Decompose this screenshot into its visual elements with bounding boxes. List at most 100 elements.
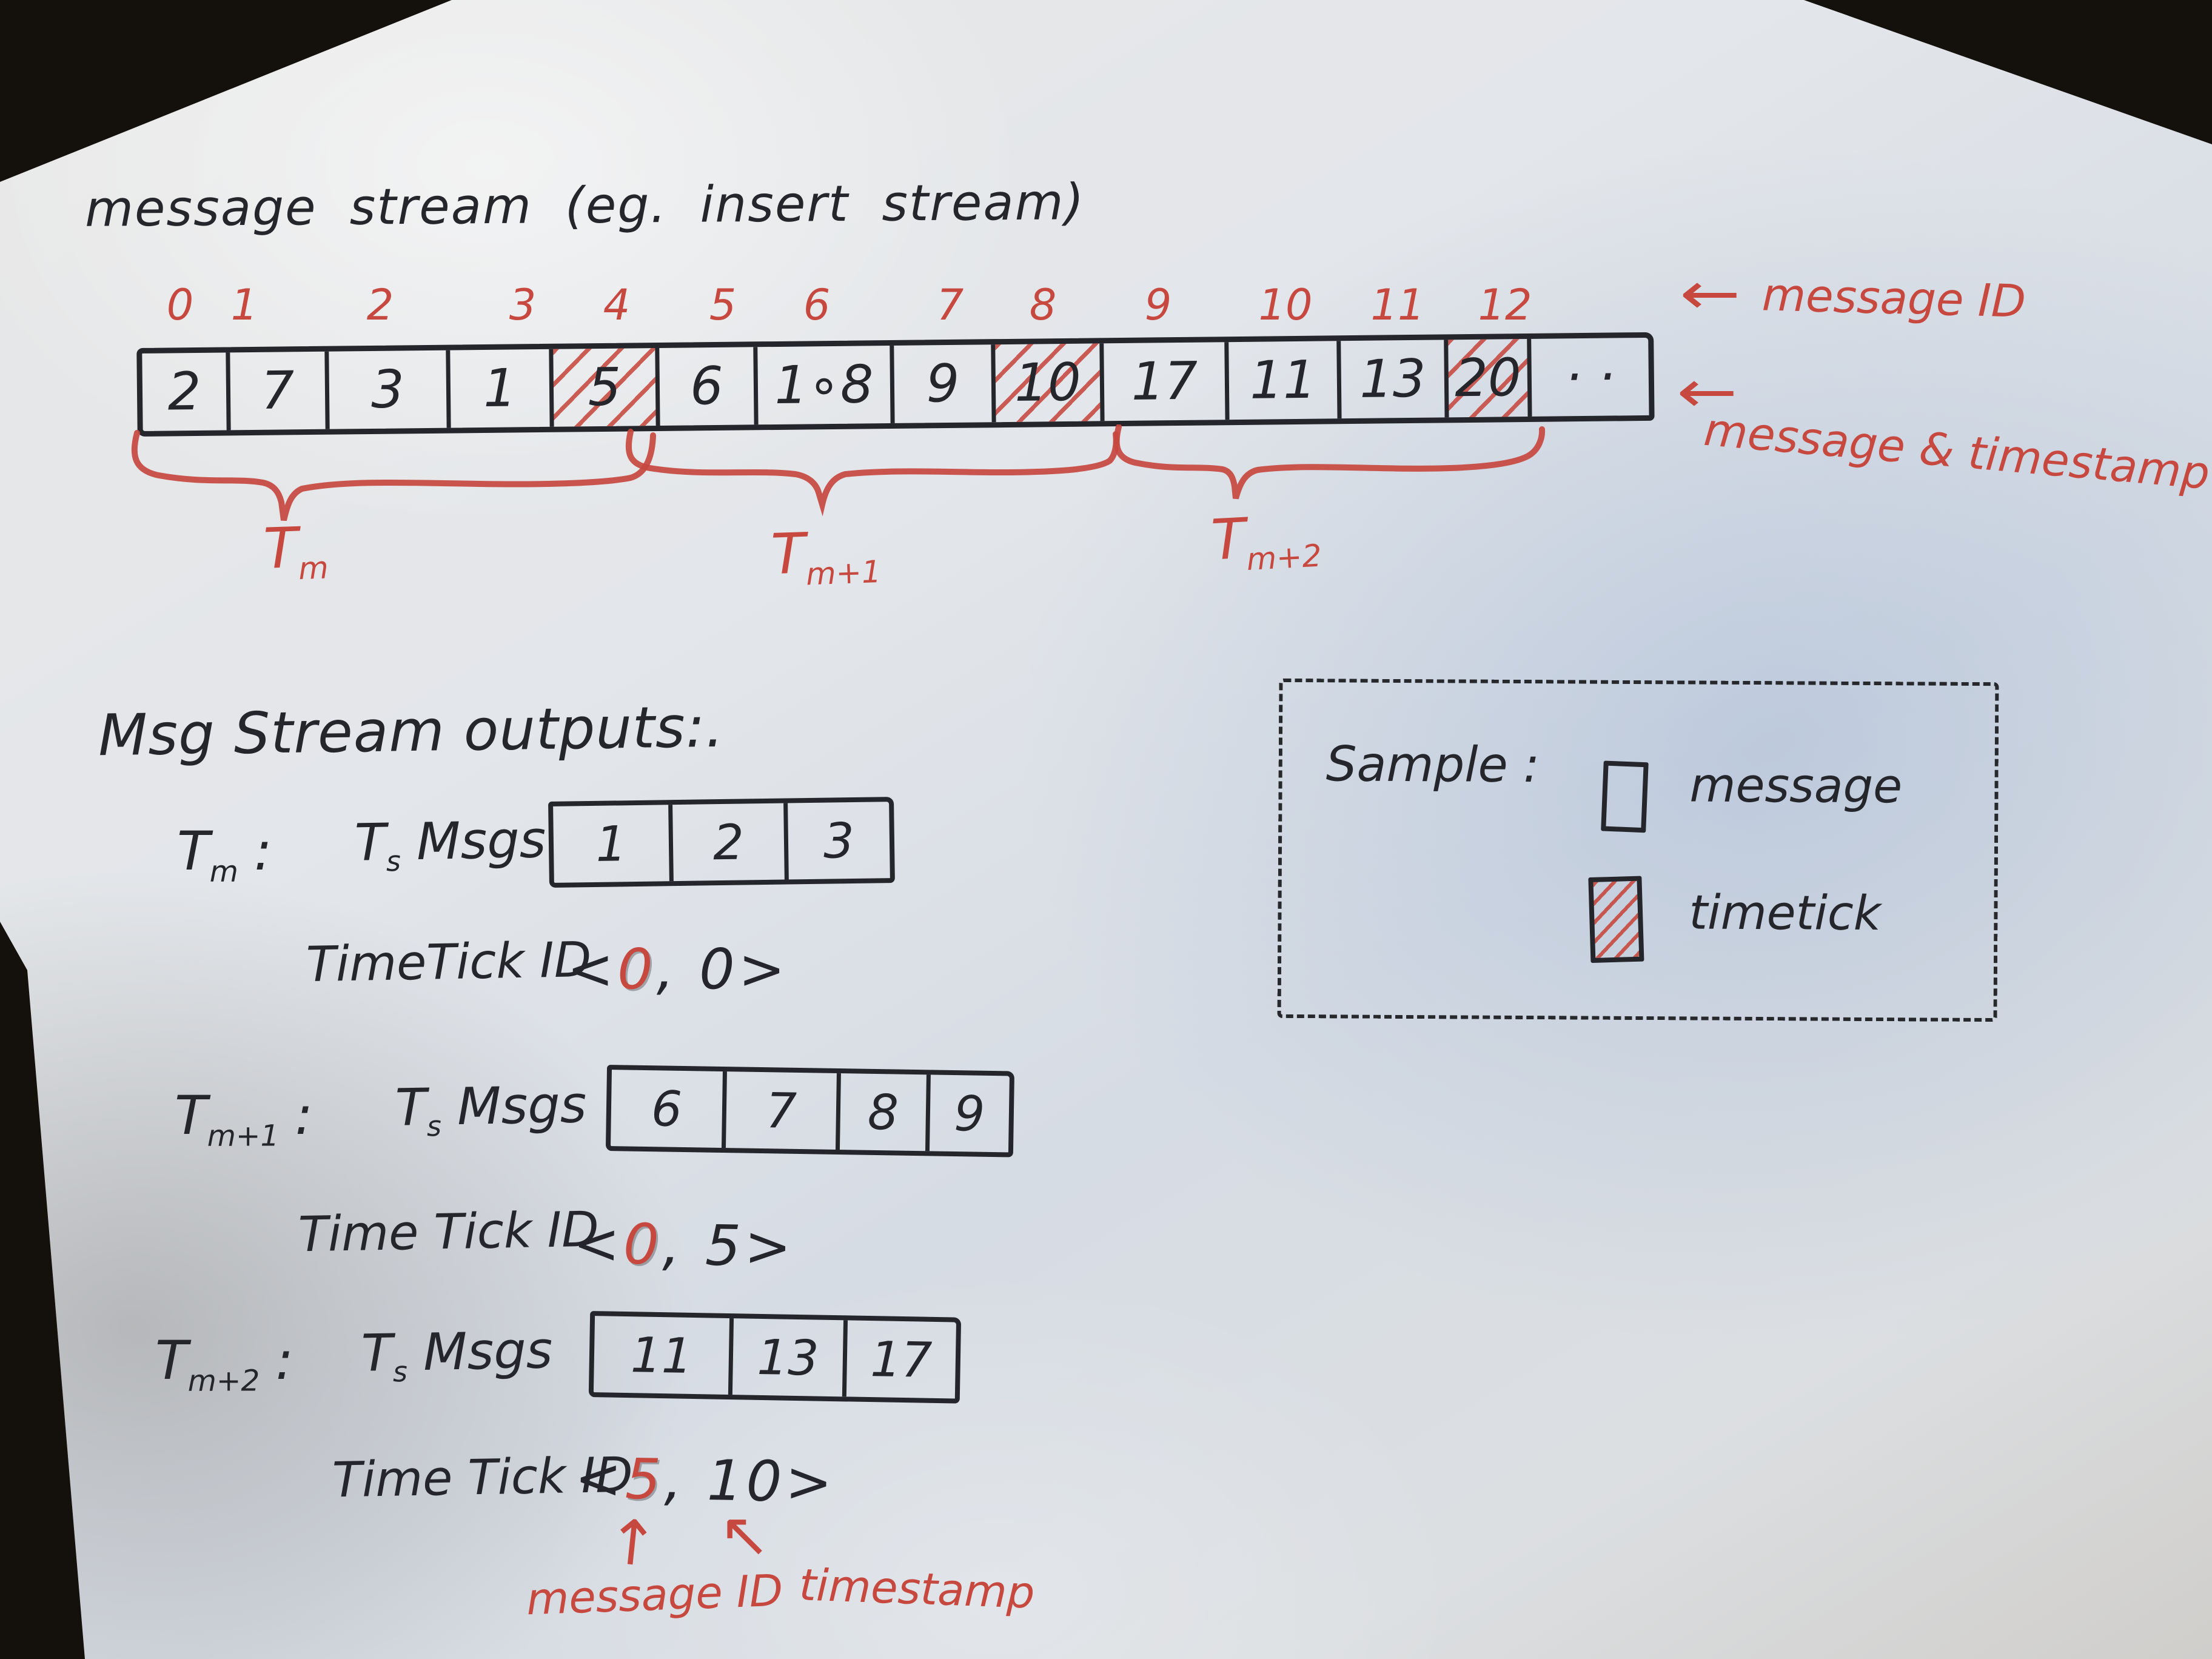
msg-cell: 9: [925, 1074, 1010, 1153]
brace-window-tm: [131, 430, 656, 521]
window-label-sub: m: [298, 549, 329, 587]
row-label-sub: m+1: [207, 1119, 280, 1153]
msg-cell: 6: [651, 1080, 683, 1138]
timetick-id-label: Time Tick ID: [298, 1201, 600, 1263]
index-label: 4: [603, 280, 631, 330]
index-label: 11: [1370, 280, 1425, 330]
colon: :: [295, 1084, 313, 1147]
stream-cell: 9: [890, 344, 992, 423]
annotation-message-timestamp: ← message & timestamp: [1677, 358, 2212, 500]
annotation-message-id: ← message ID: [1680, 260, 2026, 328]
angle-close: >: [785, 1449, 837, 1515]
angle-open: <: [567, 937, 618, 1002]
row-label-base: T: [155, 1329, 188, 1392]
index-label: 0: [166, 280, 194, 330]
stream-cell: 7: [226, 351, 326, 431]
window-label-tm2: Tm+2: [1210, 502, 1322, 578]
pair-timestamp: 5: [705, 1213, 745, 1279]
pointer-label-timestamp: timestamp: [798, 1559, 1036, 1618]
timetick-id-label: TimeTick ID: [306, 931, 592, 993]
index-label: 9: [1144, 280, 1172, 330]
index-label: 5: [709, 280, 737, 330]
ts-label-sub: s: [392, 1355, 408, 1389]
stream-cell: 3: [324, 350, 447, 429]
ts-label-rest: Msgs: [457, 1074, 588, 1136]
msg-cell: 11: [630, 1326, 693, 1384]
outputs-heading: Msg Stream outputs:.: [98, 694, 725, 769]
legend-label-message: message: [1689, 758, 1903, 814]
index-label: 3: [509, 280, 537, 330]
row-label-base: T: [177, 820, 210, 882]
comma: ,: [662, 1212, 685, 1278]
ts-label-base: T: [395, 1077, 427, 1138]
ts-msgs-label: Ts Msgs: [395, 1074, 587, 1143]
legend-label-timetick: timetick: [1689, 885, 1882, 942]
row-label-tm: Tm:: [177, 820, 272, 888]
up-left-arrow-icon: ↖: [719, 1499, 771, 1571]
page-title: message stream (eg. insert stream): [84, 173, 1085, 238]
message-box-icon: [1601, 760, 1649, 833]
pair-message-id: 0: [623, 1212, 663, 1278]
row-label-tm1: Tm+1:: [175, 1084, 313, 1153]
stream-cell-timetick: 5: [549, 348, 656, 427]
angle-close: >: [743, 1213, 796, 1280]
angle-open: <: [572, 1210, 625, 1277]
brace-window-tm1: [625, 429, 1119, 517]
msg-cell: 7: [721, 1071, 837, 1150]
row-label-tm2: Tm+2:: [155, 1329, 293, 1398]
comma: ,: [663, 1447, 686, 1513]
window-label-base: T: [262, 515, 299, 581]
ts-label-rest: Msgs: [416, 809, 547, 871]
window-braces: [131, 424, 1546, 521]
stream-cell: 2: [167, 361, 201, 423]
colon: :: [275, 1329, 293, 1392]
angle-open: <: [574, 1446, 626, 1512]
annotation-message-timestamp-text: message & timestamp: [1701, 403, 2212, 500]
message-stream-array: 2 7 3 1 5 6 1∘8 9 10 17 11 13 20 · ·: [136, 332, 1655, 437]
left-arrow-icon: ←: [1679, 260, 1741, 327]
ts-msgs-label: Ts Msgs: [354, 809, 546, 878]
left-arrow-icon: ←: [1676, 358, 1738, 426]
ts-label-rest: Msgs: [423, 1320, 554, 1382]
window-label-tm: Tm: [263, 514, 329, 588]
comma: ,: [656, 937, 678, 1002]
stream-cell: 11: [1224, 341, 1338, 420]
legend-box: Sample : message timetick: [1277, 678, 1999, 1022]
row-label-sub: m+2: [187, 1364, 260, 1398]
timetick-box-icon: [1588, 876, 1644, 964]
annotation-message-id-text: message ID: [1761, 269, 2026, 328]
row-label-base: T: [175, 1084, 207, 1147]
msg-cell: 17: [842, 1320, 957, 1399]
index-label: 7: [936, 280, 964, 330]
index-label: 2: [366, 280, 394, 330]
msg-cell: 1: [595, 815, 628, 873]
pair-timestamp: 0: [699, 937, 739, 1002]
msg-cell: 13: [728, 1318, 844, 1397]
index-label: 6: [803, 280, 831, 330]
msg-cell: 8: [835, 1073, 927, 1151]
pointer-label-message-id: message ID: [525, 1564, 784, 1625]
pair-message-id: 5: [625, 1446, 665, 1512]
index-label: 1: [230, 280, 258, 330]
ts-label-base: T: [361, 1322, 394, 1383]
ts-msgs-box-tm1: 6 7 8 9: [605, 1065, 1015, 1158]
ts-msgs-box-tm: 1 2 3: [548, 797, 895, 888]
window-label-sub: m+2: [1245, 537, 1323, 577]
ts-label-base: T: [354, 812, 387, 873]
pair-message-id: 0: [617, 937, 657, 1002]
stream-cell-timetick: 20: [1444, 338, 1528, 418]
timetick-id-pair-tm: <0, 0>: [567, 937, 789, 1002]
colon: :: [253, 820, 272, 882]
window-label-tm1: Tm+1: [770, 518, 882, 593]
index-label: 8: [1029, 280, 1057, 330]
timetick-id-pair-tm1: <0, 5>: [572, 1211, 796, 1279]
index-label: 10: [1258, 280, 1313, 330]
window-label-base: T: [770, 521, 806, 588]
msg-cell: 3: [783, 802, 890, 880]
legend-title: Sample :: [1326, 736, 1540, 794]
stream-cell: 1∘8: [753, 345, 891, 425]
index-label: 12: [1478, 280, 1532, 330]
row-label-sub: m: [209, 854, 238, 889]
ts-label-sub: s: [386, 844, 401, 878]
